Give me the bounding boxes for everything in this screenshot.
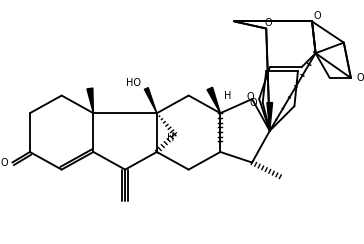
Text: O: O — [356, 73, 364, 83]
Text: O: O — [0, 158, 8, 168]
Text: O: O — [250, 98, 257, 108]
Polygon shape — [145, 88, 157, 113]
Text: O: O — [264, 18, 272, 28]
Text: O: O — [314, 11, 321, 21]
Text: HO: HO — [126, 78, 141, 88]
Polygon shape — [87, 88, 94, 113]
Text: O: O — [246, 92, 254, 102]
Polygon shape — [267, 103, 273, 131]
Text: H: H — [167, 133, 175, 143]
Polygon shape — [207, 87, 220, 113]
Text: H: H — [224, 91, 231, 101]
